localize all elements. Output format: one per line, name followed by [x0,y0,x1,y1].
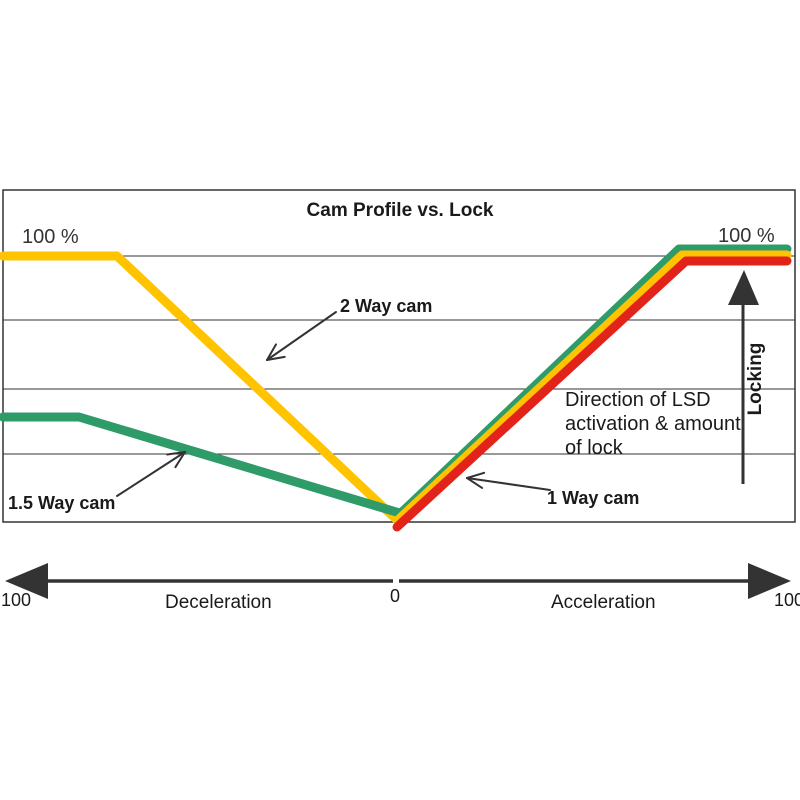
svg-text:1.5 Way cam: 1.5 Way cam [8,493,115,513]
svg-text:0: 0 [390,586,400,606]
svg-text:Deceleration: Deceleration [165,592,272,613]
svg-text:100: 100 [1,590,31,610]
svg-text:of lock: of lock [565,437,624,459]
svg-text:Acceleration: Acceleration [551,592,656,613]
svg-text:activation & amount: activation & amount [565,413,741,435]
svg-text:Direction of LSD: Direction of LSD [565,389,711,411]
svg-text:100: 100 [774,590,800,610]
svg-text:Locking: Locking [745,343,766,416]
svg-text:100 %: 100 % [718,225,775,247]
svg-text:2 Way cam: 2 Way cam [340,296,432,316]
svg-text:100 %: 100 % [22,226,79,248]
svg-text:1 Way cam: 1 Way cam [547,488,639,508]
svg-text:Cam Profile vs. Lock: Cam Profile vs. Lock [307,200,494,221]
